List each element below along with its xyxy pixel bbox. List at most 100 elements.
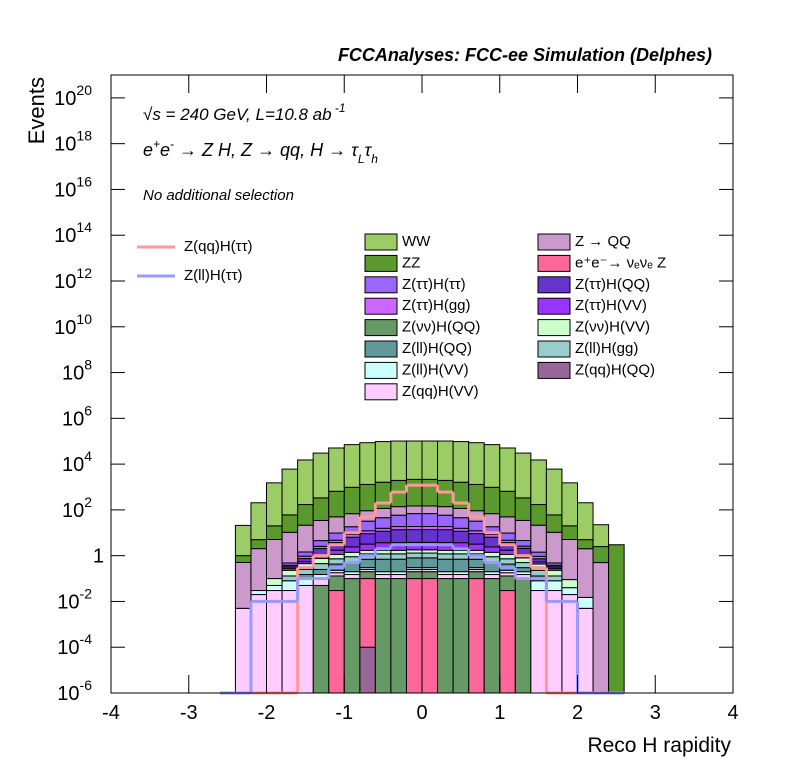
histogram-bar bbox=[312, 519, 330, 542]
histogram-bar bbox=[266, 538, 283, 580]
histogram-bar bbox=[328, 447, 345, 492]
histogram-bar bbox=[421, 478, 439, 507]
histogram-bar bbox=[343, 551, 361, 558]
histogram-bar bbox=[530, 569, 547, 577]
histogram-bar bbox=[437, 529, 454, 544]
histogram-bar bbox=[297, 504, 314, 526]
annotation-part: L bbox=[358, 152, 365, 166]
histogram-bar bbox=[359, 549, 376, 555]
histogram-bar bbox=[312, 558, 330, 565]
histogram-bar bbox=[483, 551, 501, 558]
histogram-bar bbox=[374, 553, 392, 560]
histogram-bar bbox=[374, 530, 392, 544]
annotation-part: - bbox=[170, 137, 174, 151]
histogram-bar bbox=[421, 529, 439, 543]
histogram-bar bbox=[390, 440, 407, 481]
y-tick-exponent: -6 bbox=[80, 677, 93, 693]
histogram-bar bbox=[530, 590, 547, 694]
y-tick-base: 10 bbox=[62, 363, 84, 385]
histogram-bar bbox=[297, 568, 314, 576]
histogram-bar bbox=[545, 580, 563, 592]
legend-swatch bbox=[364, 297, 398, 315]
histogram-bar bbox=[468, 483, 485, 512]
histogram-bar bbox=[266, 578, 283, 586]
histogram-bar bbox=[266, 584, 283, 592]
histogram-bar bbox=[514, 452, 532, 499]
histogram-bar bbox=[297, 459, 314, 506]
chart-title: FCCAnalyses: FCC-ee Simulation (Delphes) bbox=[338, 45, 712, 65]
histogram-bar bbox=[437, 574, 454, 580]
histogram-bar bbox=[328, 490, 345, 518]
annotation-part: h bbox=[371, 152, 378, 166]
histogram-bar bbox=[514, 497, 532, 521]
y-tick-exponent: 6 bbox=[84, 402, 92, 418]
x-tick-label: 4 bbox=[727, 702, 738, 724]
histogram-bar bbox=[297, 524, 314, 553]
histogram-bar bbox=[405, 529, 423, 543]
histogram-bar bbox=[343, 486, 361, 515]
histogram-bar bbox=[468, 558, 485, 569]
histogram-bar bbox=[545, 569, 563, 577]
histogram-bar bbox=[281, 580, 299, 592]
histogram-bar bbox=[514, 562, 532, 569]
histogram-bar bbox=[359, 442, 376, 485]
histogram-bar bbox=[234, 555, 252, 563]
y-tick-exponent: 10 bbox=[76, 311, 92, 327]
legend-label: Z(ττ)H(ττ) bbox=[402, 276, 466, 293]
y-tick-base: 10 bbox=[54, 271, 76, 293]
legend-label: Z(qq)H(VV) bbox=[402, 383, 479, 400]
legend-label: Z(ll)H(VV) bbox=[402, 361, 469, 378]
x-tick-label: 2 bbox=[572, 702, 583, 724]
legend-label: Z(ττ)H(VV) bbox=[575, 297, 647, 314]
histogram-bar bbox=[577, 607, 594, 694]
histogram-bar bbox=[405, 440, 423, 480]
histogram-bar bbox=[437, 578, 454, 694]
histogram-bar bbox=[405, 478, 423, 507]
histogram-bar bbox=[561, 579, 579, 589]
histogram-bar bbox=[437, 558, 454, 573]
legend-label: ZZ bbox=[402, 254, 420, 271]
histogram-bar bbox=[514, 578, 532, 694]
histogram-bar bbox=[234, 524, 252, 557]
annotation: e+e- → Z H, Z → qq, H → τLτh bbox=[143, 137, 378, 166]
histogram-bar bbox=[359, 571, 376, 580]
histogram-bar bbox=[499, 590, 516, 694]
histogram-bar bbox=[312, 563, 330, 570]
legend-label: Z → QQ bbox=[575, 233, 631, 250]
annotation-part: + bbox=[153, 137, 160, 151]
histogram-bar bbox=[499, 516, 516, 534]
histogram-bar bbox=[452, 481, 470, 509]
histogram-bar bbox=[374, 574, 392, 580]
histogram-bar bbox=[405, 505, 423, 515]
y-tick-exponent: 16 bbox=[76, 173, 92, 189]
legend-swatch bbox=[537, 233, 571, 251]
histogram-bar bbox=[266, 590, 283, 694]
histogram-bar bbox=[266, 482, 283, 527]
histogram-bar bbox=[250, 594, 267, 694]
histogram-bar bbox=[514, 557, 532, 564]
histogram-bar bbox=[374, 549, 392, 555]
y-tick-exponent: 20 bbox=[76, 82, 92, 98]
histogram-bar bbox=[499, 447, 516, 492]
histogram-bar bbox=[561, 538, 579, 581]
histogram-bar bbox=[452, 507, 470, 519]
histogram-bar bbox=[452, 553, 470, 560]
y-tick-base: 10 bbox=[54, 317, 76, 339]
histogram-bar bbox=[312, 452, 330, 499]
legend-label: WW bbox=[402, 233, 431, 250]
histogram-bar bbox=[437, 553, 454, 560]
histogram-bar bbox=[234, 561, 252, 609]
histogram-bar bbox=[437, 506, 454, 516]
histogram-bar bbox=[374, 441, 392, 483]
x-tick-label: -2 bbox=[258, 702, 276, 724]
histogram-bar bbox=[328, 590, 345, 694]
histogram-bar bbox=[374, 481, 392, 509]
histogram-bar bbox=[452, 578, 470, 694]
y-tick-label: 1012 bbox=[54, 265, 92, 293]
y-tick-base: 10 bbox=[62, 454, 84, 476]
histogram-bar bbox=[468, 578, 485, 694]
annotation-part: No additional selection bbox=[143, 187, 294, 204]
histogram-bar bbox=[359, 533, 376, 545]
y-tick-exponent: 18 bbox=[76, 128, 92, 144]
y-tick-base: 10 bbox=[54, 225, 76, 247]
